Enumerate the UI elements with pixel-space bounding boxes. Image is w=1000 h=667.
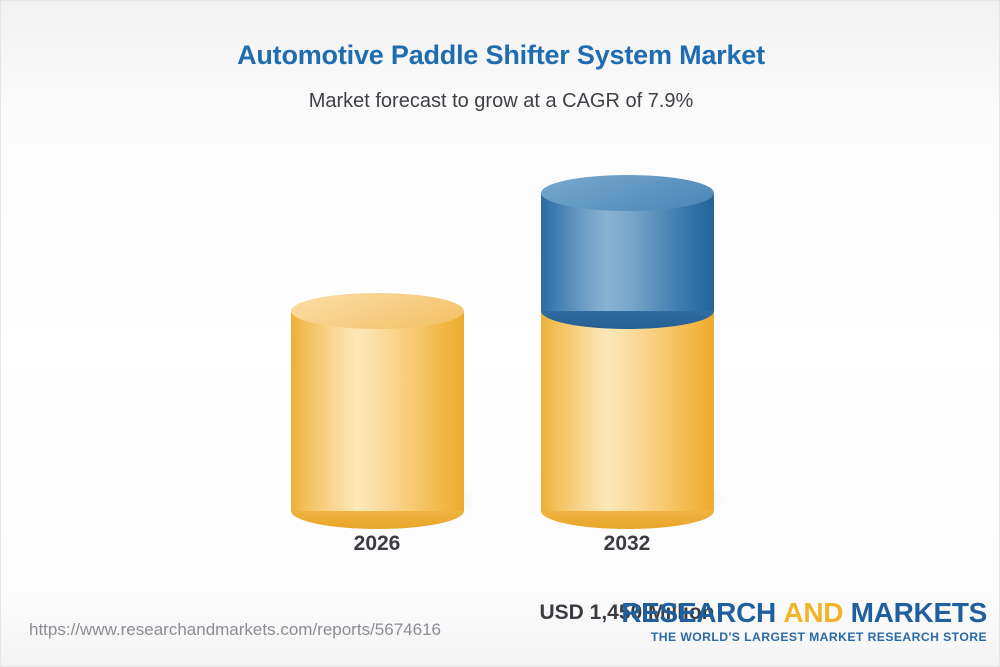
brand-wordmark: RESEARCH AND MARKETS xyxy=(621,596,988,628)
cylinder-body xyxy=(291,311,464,511)
cylinder-2026 xyxy=(291,293,464,529)
cylinder-segment-blue-2032 xyxy=(541,175,714,329)
category-label-2026: 2026 xyxy=(353,532,401,555)
source-url-link[interactable]: https://www.researchandmarkets.com/repor… xyxy=(29,620,441,639)
chart-subtitle: Market forecast to grow at a CAGR of 7.9… xyxy=(308,90,694,112)
bar-value-label-2032: USD 1,450 Million xyxy=(539,601,715,624)
brand-tagline: THE WORLD'S LARGEST MARKET RESEARCH STOR… xyxy=(650,630,987,644)
cylinder-top-cap xyxy=(541,175,714,211)
cylinder-segment-yellow-2026 xyxy=(291,293,464,529)
page-title: Automotive Paddle Shifter System Market xyxy=(237,40,765,70)
cylinder-2032 xyxy=(541,175,714,529)
cylinder-body xyxy=(541,193,714,311)
footer: https://www.researchandmarkets.com/repor… xyxy=(1,576,999,666)
cylinder-segment-yellow-2032 xyxy=(541,311,714,529)
brand-word-markets: MARKETS xyxy=(850,596,988,628)
brand-word-and: AND xyxy=(783,596,844,628)
brand-logo[interactable]: RESEARCH AND MARKETS THE WORLD'S LARGEST… xyxy=(621,596,988,644)
plot-area: USD 912.94 Million 2026 USD 1,450 Millio… xyxy=(1,131,999,624)
cylinder-top-cap xyxy=(291,293,464,329)
cylinder-body xyxy=(541,311,714,511)
category-label-2032: 2032 xyxy=(603,532,651,555)
brand-word-research: RESEARCH xyxy=(621,596,776,628)
